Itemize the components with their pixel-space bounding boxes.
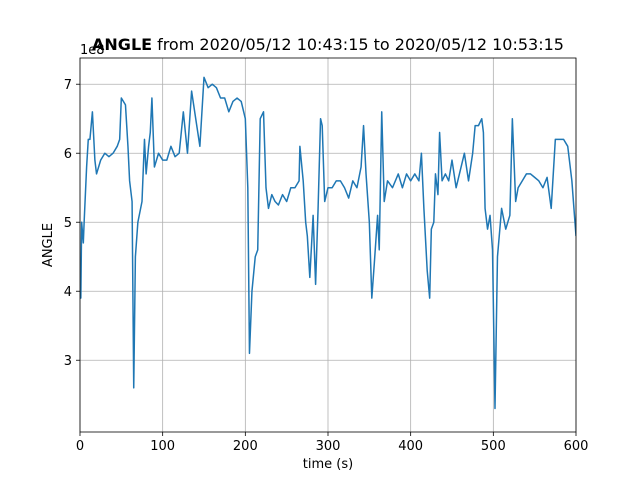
title-backdrop	[140, 30, 580, 52]
title-prefix: ANGLE	[92, 35, 152, 54]
x-tick-label: 400	[398, 439, 423, 454]
x-tick-label: 600	[564, 439, 589, 454]
y-offset-text: 1e8	[80, 43, 105, 58]
grid	[79, 58, 577, 432]
y-tick-label: 5	[64, 216, 72, 231]
x-tick-label: 300	[316, 439, 341, 454]
y-tick-label: 4	[64, 285, 72, 300]
chart-title: ANGLE from 2020/05/12 10:43:15 to 2020/05…	[92, 35, 564, 54]
x-tick-label: 0	[76, 439, 84, 454]
data-line	[80, 76, 576, 410]
x-axis-label: time (s)	[303, 457, 353, 472]
y-tick-label: 7	[64, 78, 72, 93]
y-tick-label: 6	[64, 147, 72, 162]
x-tick-label: 500	[481, 439, 506, 454]
y-axis-label: ANGLE	[41, 223, 56, 267]
x-tick-label: 100	[150, 439, 175, 454]
title-rest: from 2020/05/12 10:43:15 to 2020/05/12 1…	[157, 35, 564, 54]
x-tick-label: 200	[233, 439, 258, 454]
y-tick-label: 3	[64, 354, 72, 369]
plot-frame	[79, 57, 577, 433]
